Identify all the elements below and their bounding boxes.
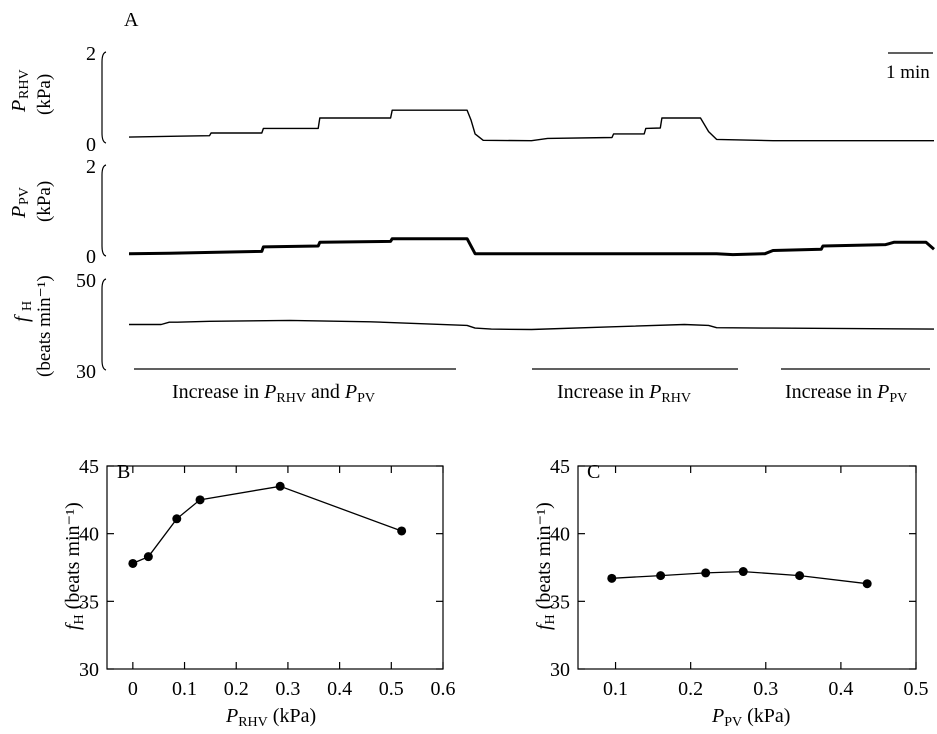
x-tick-label: 0.5 [904, 678, 929, 700]
rhv-axis-bracket [101, 51, 107, 144]
panel-a-letter: A [124, 9, 139, 31]
fh-tick-top: 50 [76, 270, 96, 292]
data-point [128, 558, 138, 568]
x-tick-label: 0.1 [172, 678, 197, 700]
fh-tick-bottom: 30 [76, 361, 96, 383]
bar-label-pv: Increase in PPV [785, 381, 907, 406]
panel-c-xticks: 0.1 0.2 0.3 0.4 0.5 [603, 466, 929, 700]
panel-b: B 30 35 40 45 0 0.1 0.2 0.3 0.4 0.5 0.6 fH (beats… [62, 456, 456, 730]
rhv-ylabel-unit: (kPa) [34, 74, 55, 115]
rhv-tick-top: 2 [86, 43, 96, 65]
panel-a: A 1 min P RHV (kPa) 2 0 P PV (kPa) 2 0 f… [8, 9, 935, 406]
x-tick-label: 0.3 [753, 678, 778, 700]
data-point [275, 481, 285, 491]
rhv-ylabel: P RHV (kPa) [8, 69, 55, 115]
data-point [172, 514, 182, 524]
panel-c-letter: C [587, 461, 600, 483]
panel-b-ylabel: fH (beats min⁻¹) [62, 502, 87, 630]
fh-trace [129, 319, 935, 331]
y-tick-label: 45 [79, 456, 99, 478]
fh-ylabel: f H (beats min⁻¹) [11, 275, 55, 377]
bar-label-rhv: Increase in PRHV [557, 381, 691, 406]
data-point [738, 567, 748, 577]
x-tick-label: 0 [128, 678, 138, 700]
pv-trace [128, 237, 935, 257]
x-tick-label: 0.3 [275, 678, 300, 700]
y-tick-label: 35 [550, 591, 570, 613]
pv-ylabel-unit: (kPa) [34, 181, 55, 222]
pv-axis-bracket [101, 164, 107, 257]
scale-bar-label: 1 min [886, 62, 930, 83]
data-point [795, 571, 805, 581]
y-tick-label: 35 [79, 591, 99, 613]
pv-tick-top: 2 [86, 156, 96, 178]
data-point [397, 526, 407, 536]
x-tick-label: 0.1 [603, 678, 628, 700]
panel-c-xlabel: PPV (kPa) [711, 705, 790, 730]
y-tick-label: 45 [550, 456, 570, 478]
rhv-ylabel-sub: RHV [17, 69, 32, 99]
pv-tick-bottom: 0 [86, 246, 96, 268]
data-point [701, 568, 711, 578]
panel-b-letter: B [117, 461, 130, 483]
x-tick-label: 0.5 [379, 678, 404, 700]
panel-b-frame [106, 465, 444, 670]
panel-c-ylabel: fH (beats min⁻¹) [533, 502, 558, 630]
rhv-trace [128, 109, 934, 142]
data-point [143, 552, 153, 562]
panel-c-plot [607, 567, 872, 589]
data-point [607, 573, 617, 583]
data-point [862, 579, 872, 589]
panel-b-xticks: 0 0.1 0.2 0.3 0.4 0.5 0.6 [128, 466, 456, 700]
data-point [195, 495, 205, 505]
x-tick-label: 0.2 [224, 678, 249, 700]
pv-ylabel: P PV (kPa) [8, 181, 55, 222]
y-tick-label: 30 [79, 659, 99, 681]
x-tick-label: 0.4 [828, 678, 853, 700]
pv-ylabel-main: P [8, 206, 30, 219]
pv-ylabel-sub: PV [17, 187, 32, 205]
rhv-tick-bottom: 0 [86, 134, 96, 156]
panel-b-xlabel: PRHV (kPa) [225, 705, 316, 730]
fh-ylabel-unit: (beats min⁻¹) [34, 275, 55, 377]
panel-b-yticks: 30 35 40 45 [79, 456, 443, 681]
y-tick-label: 40 [79, 524, 99, 546]
y-tick-label: 30 [550, 659, 570, 681]
rhv-ylabel-main: P [8, 100, 30, 113]
x-tick-label: 0.4 [327, 678, 352, 700]
series-line [611, 570, 868, 585]
data-point [656, 571, 666, 581]
fh-ylabel-sub: H [20, 301, 35, 311]
panel-c-yticks: 30 35 40 45 [550, 456, 916, 681]
series-line [132, 485, 402, 564]
panel-b-plot [128, 481, 407, 568]
panel-c-frame [577, 465, 917, 670]
x-tick-label: 0.2 [678, 678, 703, 700]
fh-ylabel-main: f [11, 314, 33, 322]
bar-label-rhv-and-pv: Increase in PRHV and PPV [172, 381, 375, 406]
fh-axis-bracket [101, 278, 107, 371]
x-tick-label: 0.6 [431, 678, 456, 700]
panel-c: C 30 35 40 45 0.1 0.2 0.3 0.4 0.5 fH (beats min… [533, 456, 929, 730]
y-tick-label: 40 [550, 524, 570, 546]
